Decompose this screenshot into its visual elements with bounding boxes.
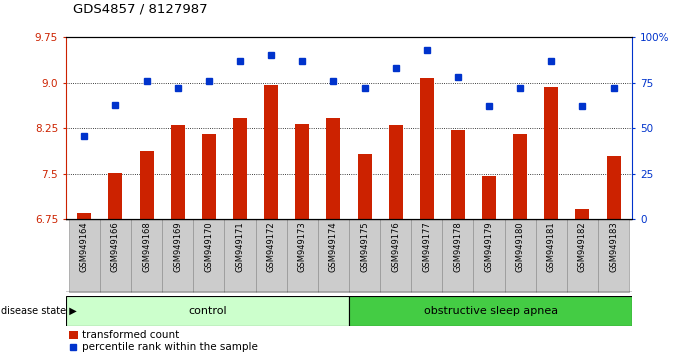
Bar (140, 151, 153, 219)
Text: GSM949166: GSM949166 (111, 222, 120, 273)
Bar (326, 118, 341, 219)
Bar (256, 219, 287, 292)
Bar (504, 219, 536, 292)
Bar (536, 219, 567, 292)
Bar (69, 331, 78, 339)
Bar (388, 125, 403, 219)
Bar (287, 219, 318, 292)
Bar (295, 124, 310, 219)
Bar (451, 130, 465, 219)
Text: control: control (188, 306, 227, 316)
Bar (349, 296, 632, 326)
Bar (419, 79, 434, 219)
Text: obstructive sleep apnea: obstructive sleep apnea (424, 306, 558, 316)
Text: GSM949171: GSM949171 (236, 222, 245, 272)
Text: GSM949178: GSM949178 (453, 222, 462, 273)
Bar (380, 219, 411, 292)
Text: GSM949183: GSM949183 (609, 222, 618, 273)
Bar (545, 87, 558, 219)
Bar (598, 219, 629, 292)
Text: percentile rank within the sample: percentile rank within the sample (82, 342, 258, 352)
Bar (171, 125, 184, 219)
Text: GSM949177: GSM949177 (422, 222, 431, 273)
Text: GSM949175: GSM949175 (360, 222, 369, 272)
Text: GSM949172: GSM949172 (267, 222, 276, 272)
Bar (318, 219, 349, 292)
Bar (513, 135, 527, 219)
Bar (349, 219, 380, 292)
Bar (202, 135, 216, 219)
Text: GSM949174: GSM949174 (329, 222, 338, 272)
Bar (482, 176, 496, 219)
Text: GSM949170: GSM949170 (205, 222, 214, 272)
Text: GSM949169: GSM949169 (173, 222, 182, 272)
Bar (442, 219, 473, 292)
Bar (567, 219, 598, 292)
Text: GSM949179: GSM949179 (484, 222, 493, 272)
Text: GSM949164: GSM949164 (80, 222, 89, 272)
Bar (69, 219, 100, 292)
Bar (225, 219, 256, 292)
Bar (100, 219, 131, 292)
Text: GSM949176: GSM949176 (391, 222, 400, 273)
Text: GSM949173: GSM949173 (298, 222, 307, 273)
Bar (66, 296, 349, 326)
Bar (576, 209, 589, 219)
Text: GSM949180: GSM949180 (515, 222, 524, 272)
Text: GDS4857 / 8127987: GDS4857 / 8127987 (73, 3, 207, 16)
Bar (264, 85, 278, 219)
Bar (233, 118, 247, 219)
Bar (357, 154, 372, 219)
Bar (162, 219, 193, 292)
Text: transformed count: transformed count (82, 330, 179, 340)
Text: GSM949182: GSM949182 (578, 222, 587, 272)
Bar (193, 219, 225, 292)
Bar (473, 219, 504, 292)
Text: GSM949168: GSM949168 (142, 222, 151, 273)
Text: GSM949181: GSM949181 (547, 222, 556, 272)
Bar (131, 219, 162, 292)
Bar (411, 219, 442, 292)
Text: disease state ▶: disease state ▶ (1, 306, 77, 316)
Bar (607, 156, 621, 219)
Bar (77, 213, 91, 219)
Bar (108, 173, 122, 219)
